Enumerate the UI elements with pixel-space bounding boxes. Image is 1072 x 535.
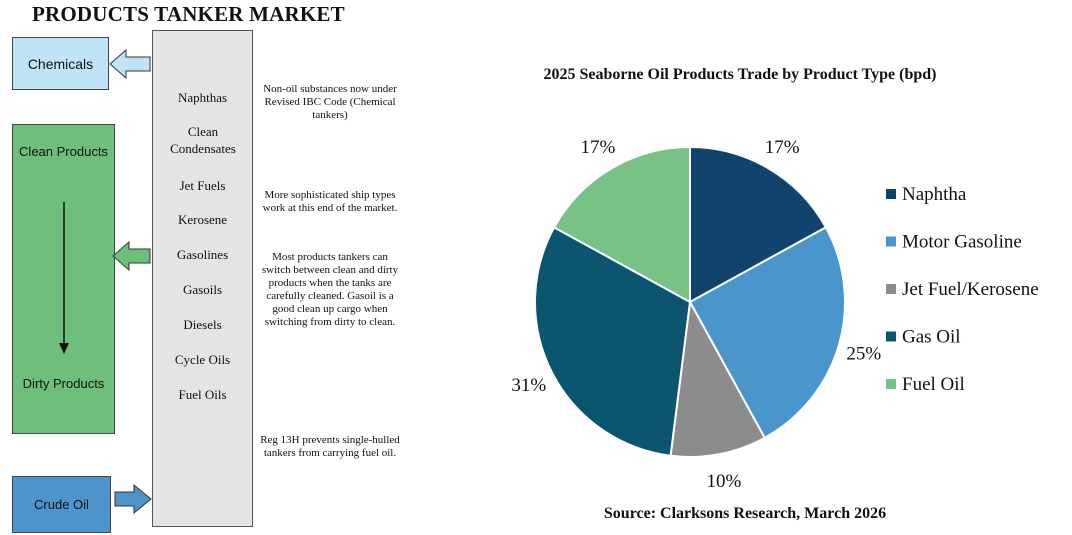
- chemicals-arrow: [109, 48, 151, 80]
- chemicals-label: Chemicals: [27, 55, 94, 72]
- product-item: Gasolines: [176, 247, 229, 262]
- legend-swatch: [886, 236, 896, 247]
- pie-chart: 17% 25% 10% 31% 17% Naphtha Motor Gasoline Jet …: [511, 137, 1039, 492]
- pie-data-label: 31%: [511, 375, 546, 396]
- chart-title: 2025 Seaborne Oil Products Trade by Prod…: [543, 66, 937, 83]
- legend-swatch: [886, 331, 896, 342]
- product-item: Diesels: [183, 317, 222, 332]
- crude-oil-arrow: [114, 483, 152, 515]
- pie-data-label: 25%: [846, 343, 881, 364]
- note-reg13h: Reg 13H prevents single-hulled tankers f…: [260, 434, 400, 459]
- diagram-arrows: [59, 48, 152, 515]
- product-item: Naphthas: [177, 90, 228, 105]
- pie-slice-naphtha: [689, 145, 828, 304]
- legend-label: Naphtha: [902, 184, 967, 205]
- crude-oil-label: Crude Oil: [34, 497, 89, 512]
- legend-label: Jet Fuel/Kerosene: [902, 279, 1039, 300]
- product-item: Gasoils: [183, 282, 222, 297]
- pie-slice-jet-fuel-kerosene: [669, 298, 767, 458]
- pie-data-label: 17%: [765, 137, 800, 158]
- legend-swatch: [886, 189, 896, 199]
- pie-slice-fuel-oil: [552, 145, 691, 304]
- product-item: Clean Condensates: [170, 124, 236, 156]
- page-title: PRODUCTS TANKER MARKET: [32, 2, 345, 26]
- pie-data-label: 17%: [580, 137, 615, 158]
- products-column: Naphthas Clean Condensates Jet Fuels Ker…: [152, 30, 253, 527]
- crude-oil-box: Crude Oil: [12, 476, 111, 533]
- product-item: Jet Fuels: [179, 178, 226, 193]
- legend-label: Motor Gasoline: [902, 232, 1022, 253]
- clean-products-label: Clean Products: [19, 144, 108, 159]
- legend-swatch: [886, 284, 896, 294]
- clean-to-dirty-arrow: [59, 202, 69, 354]
- pie-data-label: 10%: [707, 471, 742, 492]
- product-item: Fuel Oils: [178, 387, 227, 402]
- legend-swatch: [886, 379, 896, 389]
- pie-slice-motor-gasoline: [688, 225, 846, 440]
- clean-products-box: Clean Products Dirty Products: [12, 124, 115, 434]
- clean-products-arrow: [112, 240, 151, 272]
- dirty-products-label: Dirty Products: [22, 376, 105, 391]
- legend-label: Fuel Oil: [902, 374, 965, 395]
- note-switching: Most products tankers can switch between…: [261, 251, 399, 328]
- chemicals-box: Chemicals: [12, 37, 109, 90]
- product-item: Cycle Oils: [174, 352, 231, 367]
- note-chemicals: Non-oil substances now under Revised IBC…: [263, 83, 397, 121]
- legend-label: Gas Oil: [902, 327, 961, 348]
- note-sophisticated: More sophisticated ship types work at th…: [262, 189, 398, 214]
- chart-source: Source: Clarksons Research, March 2026: [603, 505, 887, 522]
- product-item: Kerosene: [177, 212, 228, 227]
- pie-slice-gas-oil: [534, 225, 692, 457]
